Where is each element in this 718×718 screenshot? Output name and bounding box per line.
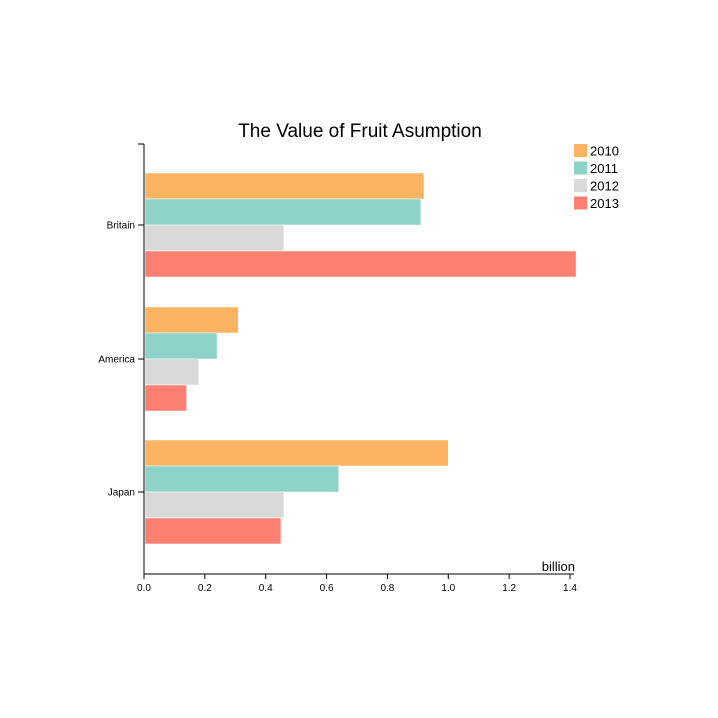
bar-japan-2013	[144, 517, 282, 545]
bar-america-2011	[144, 332, 218, 360]
bar-america-2013	[144, 384, 187, 412]
x-tick-label: 0.6	[320, 583, 334, 594]
bar-japan-2012	[144, 491, 285, 519]
x-tick-label: 0.2	[198, 583, 212, 594]
legend-swatch-2012	[574, 179, 587, 192]
x-tick-label: 0.4	[259, 583, 273, 594]
legend-label-2010: 2010	[590, 144, 619, 159]
bar-america-2010	[144, 306, 239, 334]
legend-swatch-2011	[574, 161, 587, 175]
bar-japan-2010	[144, 439, 449, 467]
legend-swatch-2013	[574, 196, 587, 210]
bar-britain-2011	[144, 198, 422, 226]
legend-swatch-2010	[574, 144, 587, 157]
y-tick-label: America	[98, 355, 135, 366]
y-axis-labels: Britain America Japan	[98, 221, 144, 499]
x-tick-label: 1.2	[502, 583, 516, 594]
bar-britain-2010	[144, 172, 425, 200]
x-tick-label: 0.8	[380, 583, 394, 594]
chart-title: The Value of Fruit Asumption	[238, 121, 482, 142]
bars-group	[144, 172, 577, 545]
x-axis-ticks: 0.0 0.2 0.4 0.6 0.8 1.0 1.2 1.4	[137, 574, 577, 594]
legend-label-2011: 2011	[590, 161, 618, 176]
bar-britain-2013	[144, 250, 577, 278]
x-axis-unit-label: billion	[542, 559, 575, 574]
y-tick-label: Britain	[107, 221, 135, 232]
legend-label-2013: 2013	[590, 196, 619, 211]
bar-japan-2011	[144, 465, 339, 493]
bar-britain-2012	[144, 224, 285, 252]
x-tick-label: 1.0	[441, 583, 455, 594]
y-tick-label: Japan	[108, 488, 135, 499]
x-tick-label: 0.0	[137, 583, 151, 594]
legend-label-2012: 2012	[590, 179, 619, 194]
x-tick-label: 1.4	[563, 583, 577, 594]
legend: 2010 2011 2012 2013	[574, 144, 619, 211]
bar-america-2012	[144, 358, 200, 386]
